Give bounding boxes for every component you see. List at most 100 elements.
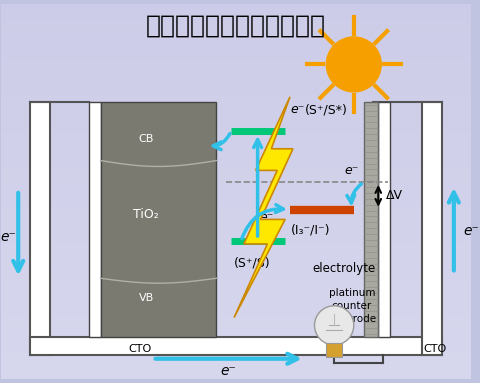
Bar — [0, 292, 471, 293]
Bar — [0, 90, 471, 91]
Bar — [0, 338, 471, 339]
Bar — [0, 321, 471, 322]
Bar — [0, 227, 471, 228]
Bar — [0, 28, 471, 29]
Bar — [0, 330, 471, 331]
Bar — [0, 17, 471, 18]
Bar — [0, 91, 471, 92]
Bar — [0, 153, 471, 154]
Bar — [0, 274, 471, 275]
Bar — [0, 255, 471, 256]
Bar — [0, 221, 471, 223]
Bar — [0, 150, 471, 151]
Bar — [0, 8, 471, 10]
Bar — [0, 225, 471, 226]
Bar — [0, 367, 471, 368]
Bar — [0, 328, 471, 329]
Bar — [0, 22, 471, 23]
Bar — [0, 125, 471, 126]
Bar — [0, 106, 471, 108]
Bar — [0, 231, 471, 232]
Bar — [0, 284, 471, 285]
Text: CTO: CTO — [423, 344, 447, 354]
Bar — [0, 118, 471, 119]
Bar — [0, 97, 471, 98]
Text: ΔV: ΔV — [386, 189, 403, 202]
Bar — [0, 19, 471, 20]
Bar — [0, 365, 471, 366]
Bar — [0, 3, 471, 5]
Bar — [0, 33, 471, 34]
Bar — [0, 149, 471, 150]
Bar — [0, 262, 471, 263]
Bar — [0, 101, 471, 102]
Bar — [0, 304, 471, 305]
Bar — [0, 115, 471, 116]
Bar — [0, 349, 471, 350]
Bar — [0, 11, 471, 12]
Bar — [0, 44, 471, 45]
Bar — [0, 251, 471, 252]
Bar — [0, 50, 471, 51]
Bar — [0, 24, 471, 25]
Bar — [0, 174, 471, 175]
Bar — [0, 248, 471, 249]
Bar — [0, 373, 471, 375]
Bar — [0, 70, 471, 71]
Bar — [0, 144, 471, 145]
Bar — [0, 197, 471, 198]
Bar — [0, 288, 471, 289]
Bar — [0, 104, 471, 105]
Bar — [0, 309, 471, 310]
Bar — [0, 26, 471, 27]
Bar — [0, 181, 471, 182]
Bar — [0, 326, 471, 327]
Bar — [0, 285, 471, 286]
Text: e⁻: e⁻ — [464, 224, 480, 238]
Bar — [0, 176, 471, 177]
Bar — [0, 297, 471, 298]
Bar — [0, 250, 471, 251]
Bar — [0, 311, 471, 312]
Bar — [0, 141, 471, 142]
Bar — [0, 16, 471, 17]
Bar — [0, 319, 471, 321]
Bar — [0, 347, 471, 348]
Bar — [89, 102, 101, 337]
Bar — [0, 20, 471, 21]
Bar — [0, 345, 471, 346]
Bar — [0, 116, 471, 118]
Bar — [0, 170, 471, 171]
Bar — [0, 40, 471, 41]
Bar — [0, 39, 471, 40]
Bar — [0, 354, 471, 355]
Bar — [0, 64, 471, 65]
Bar — [0, 322, 471, 323]
Bar — [0, 323, 471, 324]
Bar — [0, 353, 471, 354]
Bar — [0, 333, 471, 334]
Bar — [0, 357, 471, 358]
Bar — [0, 258, 471, 259]
Bar — [0, 132, 471, 133]
Bar — [0, 316, 471, 317]
Bar — [0, 314, 471, 316]
Bar — [0, 300, 471, 301]
Bar — [0, 216, 471, 218]
Bar — [0, 127, 471, 128]
Bar — [0, 54, 471, 55]
Bar — [0, 119, 471, 120]
Bar — [0, 120, 471, 121]
Bar — [0, 223, 471, 224]
Bar — [0, 241, 471, 242]
Bar — [0, 7, 471, 8]
Bar — [0, 246, 471, 247]
Text: (S⁺/S): (S⁺/S) — [234, 257, 271, 270]
Bar — [0, 67, 471, 68]
Bar — [0, 69, 471, 70]
Bar — [0, 183, 471, 184]
Bar — [0, 253, 471, 254]
Bar — [0, 167, 471, 169]
Bar — [0, 299, 471, 300]
Bar — [0, 211, 471, 213]
